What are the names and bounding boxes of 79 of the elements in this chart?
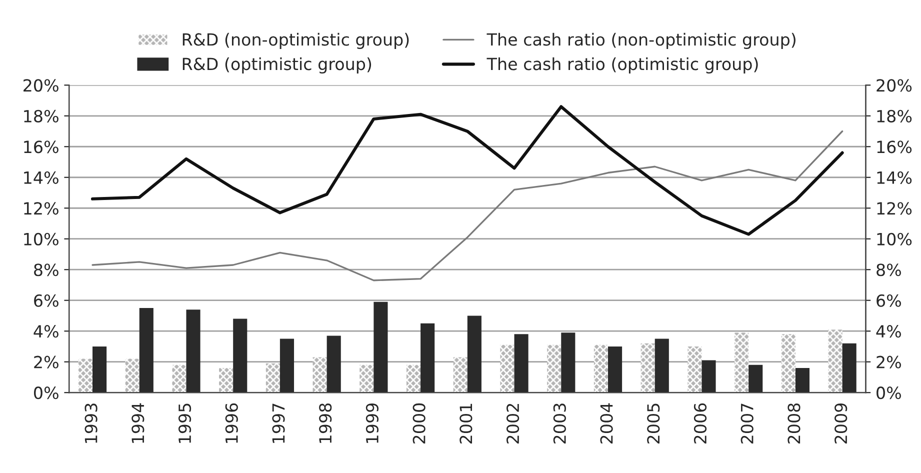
bar bbox=[406, 364, 421, 393]
bar bbox=[608, 346, 622, 393]
bar bbox=[828, 330, 842, 393]
y-tick-label: 8% bbox=[34, 264, 58, 276]
line-series bbox=[90, 105, 844, 236]
y2-tick-label: 10% bbox=[877, 232, 912, 246]
y2-tick-label: 8% bbox=[876, 264, 901, 276]
y-tick-label: 20% bbox=[24, 79, 58, 92]
bar bbox=[500, 344, 514, 393]
y2-tick-label: 6% bbox=[876, 294, 901, 307]
bar bbox=[186, 310, 200, 393]
x-tick-label: 1995 bbox=[178, 404, 192, 443]
bar bbox=[360, 364, 374, 393]
bar bbox=[280, 338, 294, 393]
y-tick-label: 6% bbox=[34, 294, 58, 307]
x-tick-label: 1996 bbox=[225, 403, 238, 443]
bar bbox=[734, 332, 749, 393]
bar bbox=[374, 302, 388, 393]
x-tick-label: 2000 bbox=[412, 403, 426, 444]
x-tick-label: 2002 bbox=[506, 404, 520, 444]
bar bbox=[172, 364, 186, 393]
x-tick-label: 2006 bbox=[694, 403, 707, 444]
x-tick-label: 1993 bbox=[84, 404, 98, 443]
bar bbox=[702, 360, 716, 393]
y-tick-label: 4% bbox=[34, 325, 58, 338]
y-tick-label: 10% bbox=[24, 232, 58, 246]
y2-tick-label: 20% bbox=[876, 79, 912, 92]
y2-tick-label: 14% bbox=[877, 171, 912, 184]
bar bbox=[561, 332, 576, 393]
x-tick-label: 2005 bbox=[647, 404, 660, 444]
bar bbox=[219, 368, 234, 393]
bar bbox=[594, 344, 608, 393]
y-tick-label: 16% bbox=[24, 140, 58, 154]
y-tick-label: 14% bbox=[24, 171, 58, 184]
x-tick-label: 2007 bbox=[740, 404, 754, 444]
legend-label: R&D (optimistic group) bbox=[182, 57, 372, 74]
x-tick-label: 1998 bbox=[319, 403, 332, 443]
x-tick-label: 2001 bbox=[460, 404, 472, 444]
bar bbox=[795, 368, 810, 393]
x-tick-label: 1999 bbox=[366, 403, 379, 443]
x-tick-label: 1994 bbox=[132, 403, 144, 443]
y2-tick-label: 4% bbox=[876, 325, 901, 338]
bar bbox=[312, 357, 327, 393]
bar bbox=[781, 334, 796, 393]
y-tick-label: 12% bbox=[24, 202, 58, 215]
y2-tick-label: 16% bbox=[877, 140, 912, 154]
bar bbox=[640, 343, 655, 393]
y-tick-label: 2% bbox=[34, 356, 58, 368]
legend-label: The cash ratio (optimistic group) bbox=[486, 57, 758, 74]
x-tick-label: 2003 bbox=[553, 404, 566, 444]
bar bbox=[688, 346, 702, 393]
x-tick-label: 2004 bbox=[600, 403, 613, 444]
bar bbox=[842, 343, 856, 393]
bar bbox=[233, 318, 248, 393]
bar bbox=[125, 358, 140, 393]
y-tick-label: 0% bbox=[34, 386, 58, 400]
bar bbox=[139, 308, 154, 393]
x-tick-label: 2008 bbox=[788, 403, 800, 444]
bar bbox=[420, 323, 435, 393]
bar bbox=[514, 334, 528, 393]
y-tick-label: 18% bbox=[24, 110, 58, 122]
y2-tick-label: 0% bbox=[876, 386, 901, 400]
bar bbox=[326, 336, 341, 393]
x-tick-label: 1997 bbox=[272, 404, 285, 443]
bar bbox=[748, 364, 763, 393]
bar bbox=[92, 346, 107, 393]
line-series bbox=[92, 130, 844, 282]
legend-label: R&D (non-optimistic group) bbox=[182, 32, 409, 50]
bar bbox=[266, 363, 280, 393]
y2-tick-label: 12% bbox=[877, 202, 912, 215]
bar bbox=[547, 344, 562, 393]
bar bbox=[654, 338, 669, 393]
bar bbox=[453, 357, 468, 393]
x-tick-label: 2009 bbox=[834, 403, 848, 444]
y2-tick-label: 18% bbox=[877, 110, 912, 122]
bar bbox=[78, 358, 93, 393]
y2-tick-label: 2% bbox=[876, 356, 901, 368]
legend-label: The cash ratio (non-optimistic group) bbox=[486, 32, 796, 50]
bar bbox=[467, 316, 482, 393]
